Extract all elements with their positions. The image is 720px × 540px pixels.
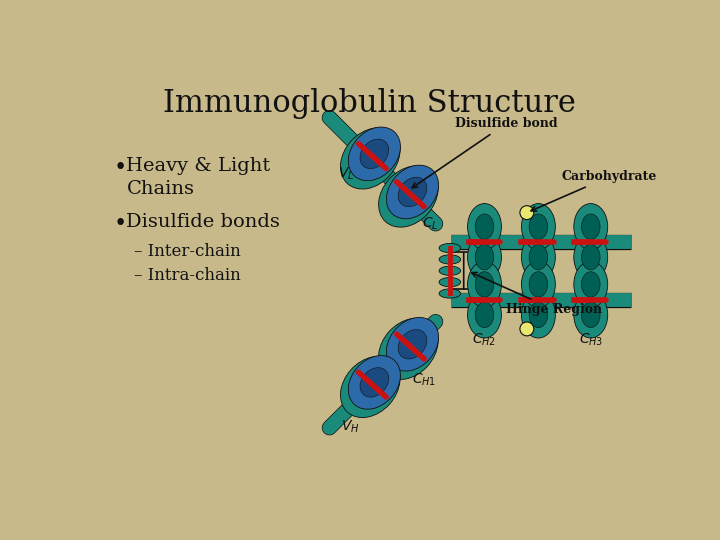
Text: $V_H$: $V_H$ [341,418,360,435]
Text: Disulfide bond: Disulfide bond [412,117,557,188]
Ellipse shape [387,318,438,371]
Ellipse shape [398,177,427,207]
Ellipse shape [439,266,461,275]
Text: – Intra-chain: – Intra-chain [134,267,241,284]
Text: Carbohydrate: Carbohydrate [531,170,657,211]
Ellipse shape [467,234,501,280]
Ellipse shape [348,127,400,181]
Ellipse shape [467,292,501,338]
Ellipse shape [387,165,438,219]
Text: Hinge Region: Hinge Region [472,273,602,316]
Ellipse shape [475,245,494,270]
Ellipse shape [348,355,400,409]
Text: Immunoglobulin Structure: Immunoglobulin Structure [163,88,575,119]
Ellipse shape [392,332,425,366]
Ellipse shape [582,272,600,297]
Ellipse shape [574,292,608,338]
Text: – Inter-chain: – Inter-chain [134,244,241,260]
Ellipse shape [574,261,608,307]
Ellipse shape [379,166,438,227]
Ellipse shape [467,204,501,250]
Ellipse shape [341,128,400,189]
Ellipse shape [521,204,555,250]
Text: •: • [113,213,127,235]
Ellipse shape [354,370,387,404]
Text: $C_{H3}$: $C_{H3}$ [579,332,603,348]
Ellipse shape [475,214,494,239]
Ellipse shape [574,234,608,280]
Text: Disulfide bonds: Disulfide bonds [127,213,280,231]
Ellipse shape [360,368,389,397]
Text: $V_L$: $V_L$ [338,165,355,182]
Text: Heavy & Light
Chains: Heavy & Light Chains [127,157,271,198]
Ellipse shape [582,245,600,270]
Ellipse shape [467,261,501,307]
Text: $C_L$: $C_L$ [422,216,438,232]
Ellipse shape [341,356,400,417]
Ellipse shape [582,302,600,328]
Ellipse shape [529,245,548,270]
Ellipse shape [529,302,548,328]
Ellipse shape [521,261,555,307]
Ellipse shape [582,214,600,239]
Ellipse shape [529,272,548,297]
Text: $C_{H2}$: $C_{H2}$ [472,332,497,348]
Ellipse shape [360,139,389,168]
Ellipse shape [529,214,548,239]
Ellipse shape [574,204,608,250]
Text: •: • [113,157,127,179]
Ellipse shape [521,292,555,338]
Ellipse shape [379,318,438,380]
Ellipse shape [475,272,494,297]
Ellipse shape [521,234,555,280]
Ellipse shape [398,329,427,359]
Ellipse shape [439,244,461,253]
Circle shape [520,206,534,220]
Ellipse shape [439,289,461,298]
Ellipse shape [439,278,461,287]
Ellipse shape [354,141,387,176]
Ellipse shape [475,302,494,328]
Circle shape [520,322,534,336]
Text: $C_{H1}$: $C_{H1}$ [413,372,436,388]
Ellipse shape [392,180,425,213]
Ellipse shape [439,255,461,264]
